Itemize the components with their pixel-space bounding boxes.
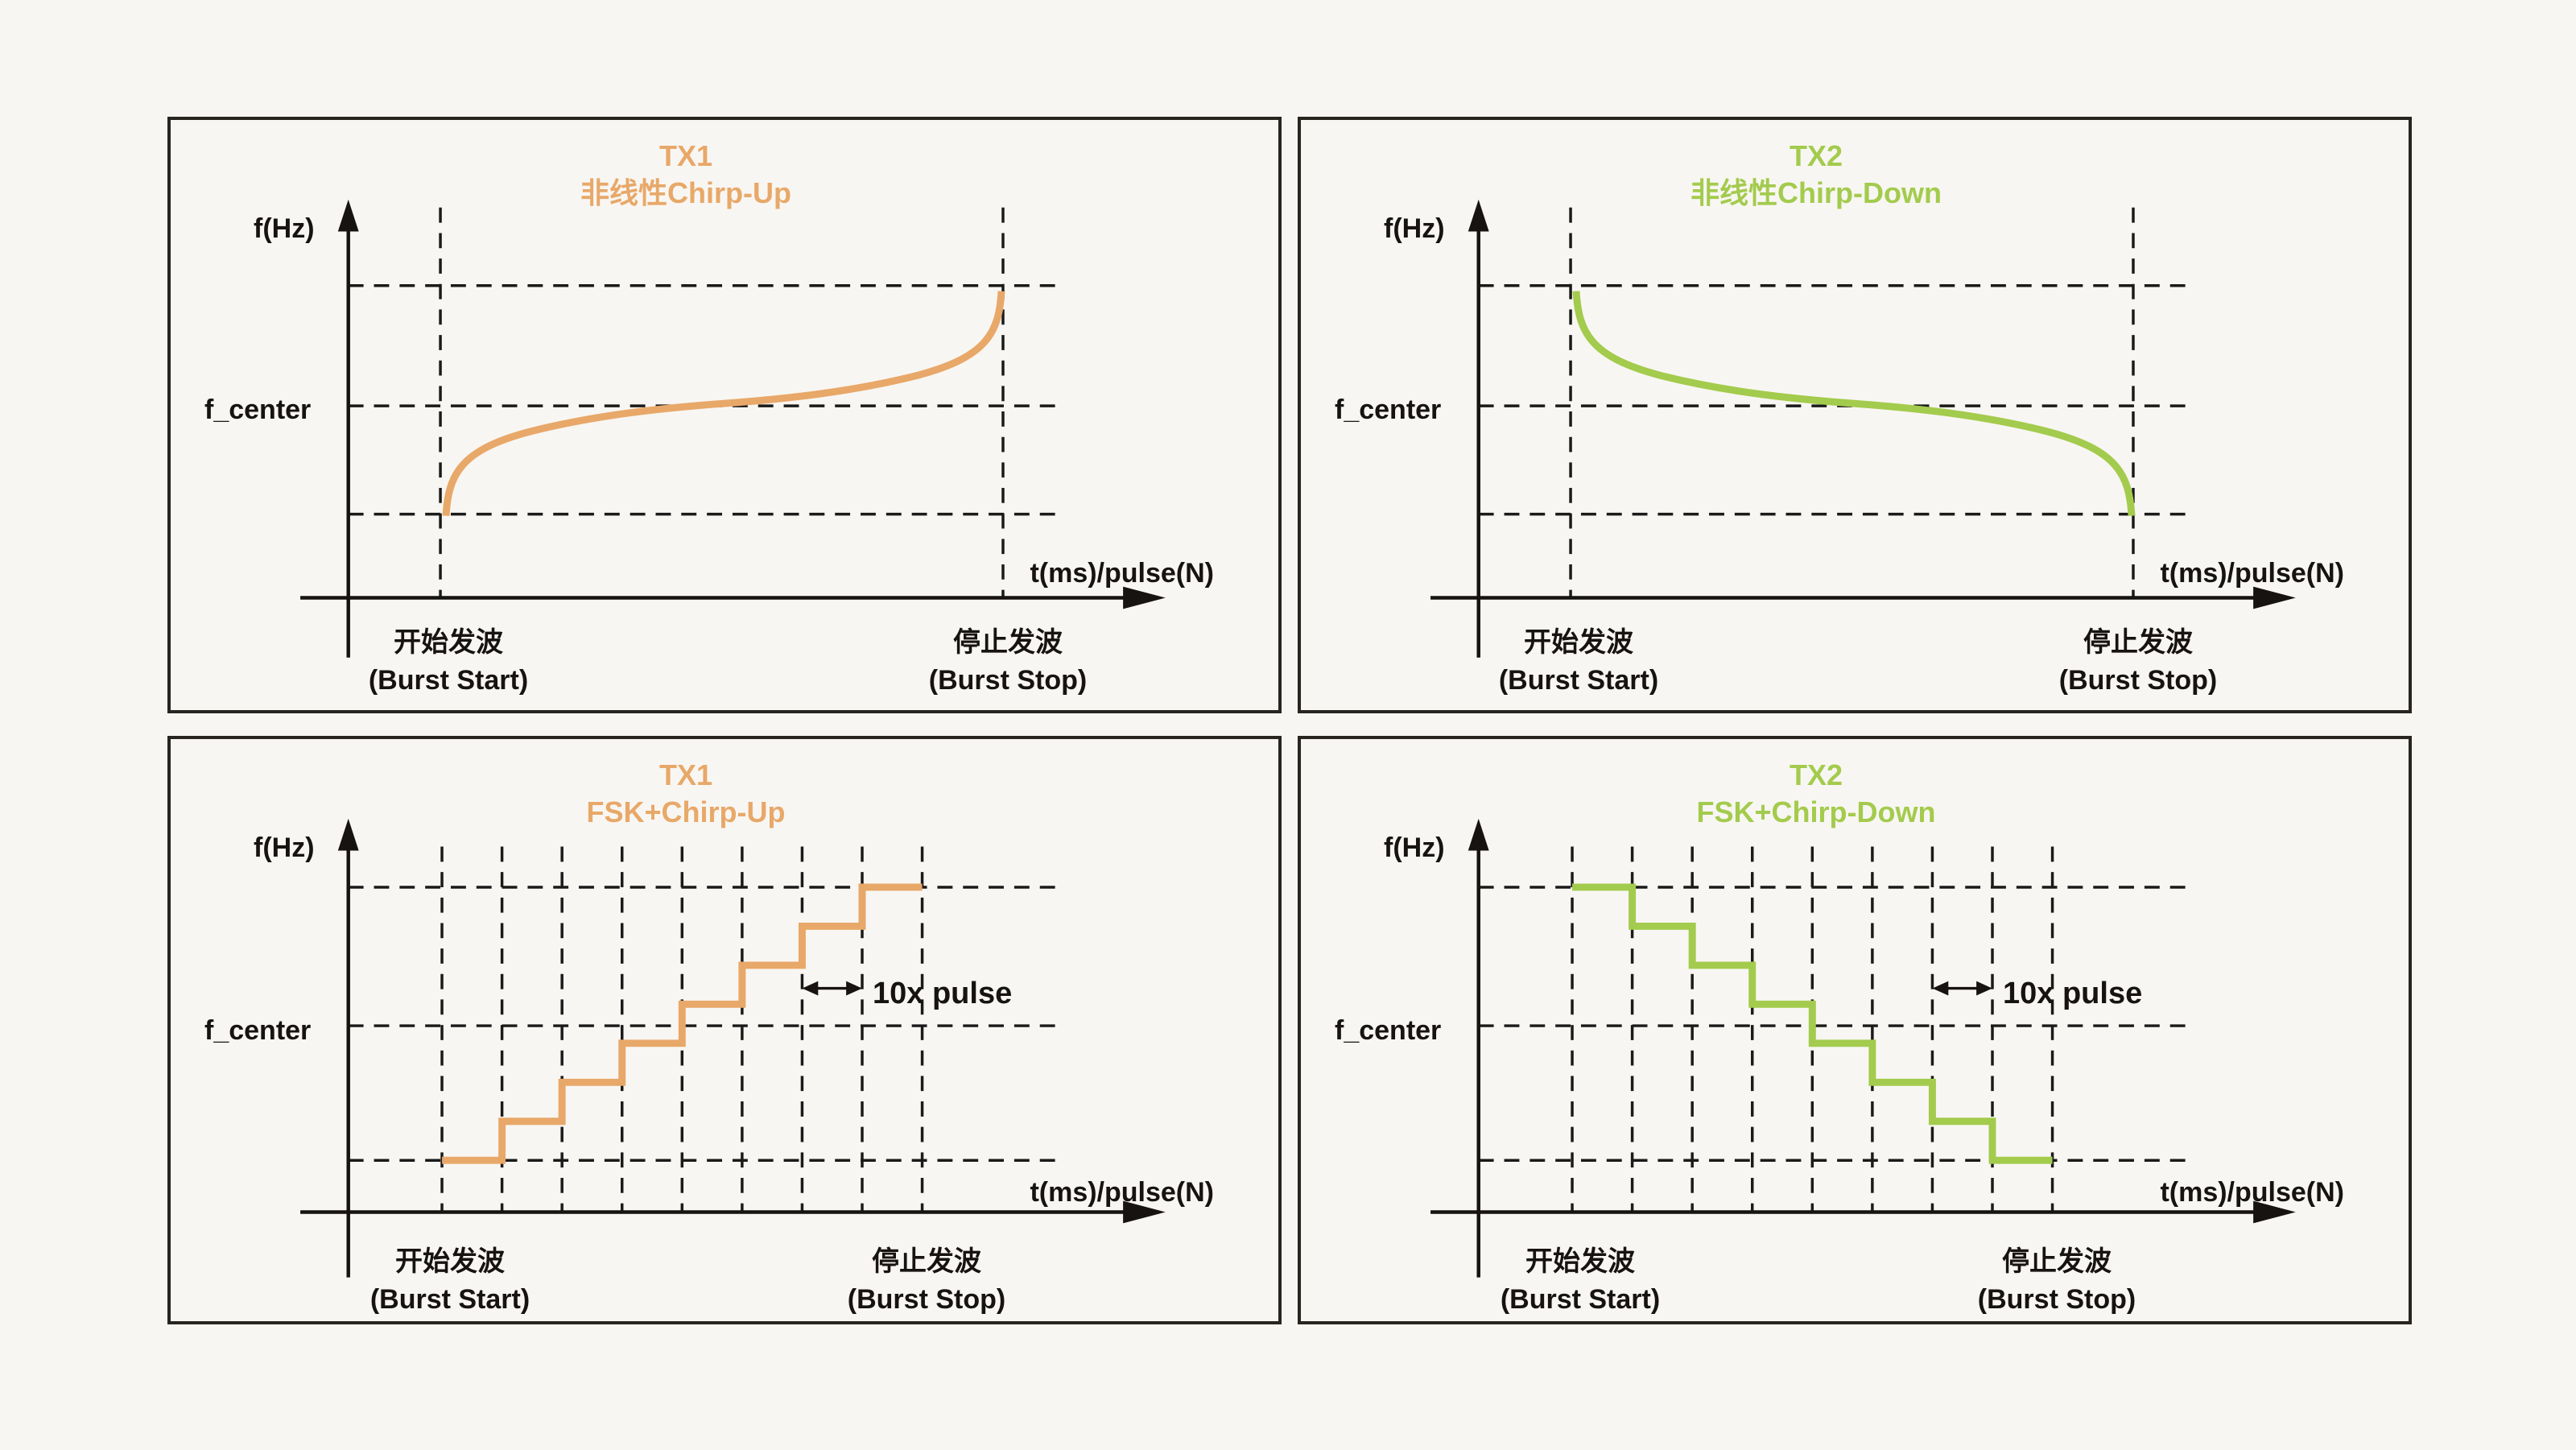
burst-stop-label: 停止发波 (Burst Stop)	[928, 627, 1088, 696]
y-axis-label: f(Hz)	[254, 832, 315, 863]
waveform-chirp-down	[1572, 291, 2136, 516]
waveform-fsk-up	[442, 883, 923, 1164]
y-axis-label: f(Hz)	[1384, 213, 1445, 244]
x-axis-arrow-icon	[1123, 1200, 1166, 1224]
panel-title-line2: FSK+Chirp-Up	[586, 795, 786, 828]
panel-title-line2: 非线性Chirp-Up	[580, 176, 791, 209]
panel-title-line1: TX2	[1789, 758, 1843, 791]
f-center-label: f_center	[1335, 1015, 1442, 1046]
panel-title-line1: TX2	[1789, 139, 1843, 172]
waveform-chirp-up	[442, 291, 1005, 516]
x-axis-arrow-icon	[1123, 586, 1166, 609]
y-axis-arrow-icon	[1468, 818, 1489, 851]
panel-title: TX1 FSK+Chirp-Up	[171, 757, 1201, 831]
y-axis-arrow-icon	[1468, 199, 1489, 232]
panel-tx2-nonlinear-chirp-down: TX2 非线性Chirp-Down f(Hz) f_center t(ms)/p…	[1298, 117, 2412, 713]
burst-start-label: 开始发波 (Burst Start)	[368, 627, 529, 696]
pulse-width-arrow	[802, 981, 863, 996]
x-axis-label: t(ms)/pulse(N)	[1030, 558, 1214, 589]
y-axis-arrow-icon	[337, 818, 359, 851]
panel-tx1-fsk-chirp-up: TX1 FSK+Chirp-Up f(Hz) f_center t(ms)/pu…	[167, 736, 1282, 1324]
pulse-annotation: 10x pulse	[2003, 977, 2143, 1010]
panel-title-line2: 非线性Chirp-Down	[1690, 176, 1942, 209]
f-center-label: f_center	[204, 395, 312, 425]
plot-tx1-fsk-chirp-up	[300, 818, 1166, 1278]
burst-start-label: 开始发波 (Burst Start)	[1500, 1246, 1661, 1315]
burst-stop-label: 停止发波 (Burst Stop)	[2058, 627, 2218, 696]
pulse-annotation: 10x pulse	[873, 977, 1013, 1010]
x-axis-label: t(ms)/pulse(N)	[2160, 1177, 2344, 1208]
x-axis-arrow-icon	[2253, 1200, 2296, 1224]
burst-stop-label: 停止发波 (Burst Stop)	[847, 1246, 1006, 1315]
panel-title-line1: TX1	[658, 139, 713, 172]
panel-title: TX1 非线性Chirp-Up	[171, 138, 1201, 212]
x-axis-arrow-icon	[2253, 586, 2296, 609]
pulse-width-arrow	[1932, 981, 1993, 996]
burst-stop-label: 停止发波 (Burst Stop)	[1977, 1246, 2136, 1315]
x-axis-label: t(ms)/pulse(N)	[1030, 1177, 1214, 1208]
f-center-label: f_center	[204, 1015, 312, 1046]
panel-title-line1: TX1	[658, 758, 713, 791]
plot-tx1-nonlinear-chirp-up	[300, 199, 1166, 658]
y-axis-label: f(Hz)	[1384, 832, 1445, 863]
x-axis-label: t(ms)/pulse(N)	[2160, 558, 2344, 589]
plot-tx2-fsk-chirp-down	[1430, 818, 2296, 1278]
panel-title: TX2 FSK+Chirp-Down	[1301, 757, 2331, 831]
panel-tx1-nonlinear-chirp-up: TX1 非线性Chirp-Up f(Hz) f_center t(ms)/pul…	[167, 117, 1282, 713]
burst-start-label: 开始发波 (Burst Start)	[369, 1246, 530, 1315]
burst-start-label: 开始发波 (Burst Start)	[1498, 627, 1659, 696]
pulse-gridlines	[1571, 846, 2054, 1212]
f-center-label: f_center	[1335, 395, 1442, 425]
plot-tx2-nonlinear-chirp-down	[1430, 199, 2296, 658]
waveform-fsk-down	[1572, 883, 2053, 1164]
y-axis-arrow-icon	[337, 199, 359, 232]
panel-tx2-fsk-chirp-down: TX2 FSK+Chirp-Down f(Hz) f_center t(ms)/…	[1298, 736, 2412, 1324]
y-axis-label: f(Hz)	[254, 213, 315, 244]
panel-title: TX2 非线性Chirp-Down	[1301, 138, 2331, 212]
panel-title-line2: FSK+Chirp-Down	[1696, 795, 1936, 828]
